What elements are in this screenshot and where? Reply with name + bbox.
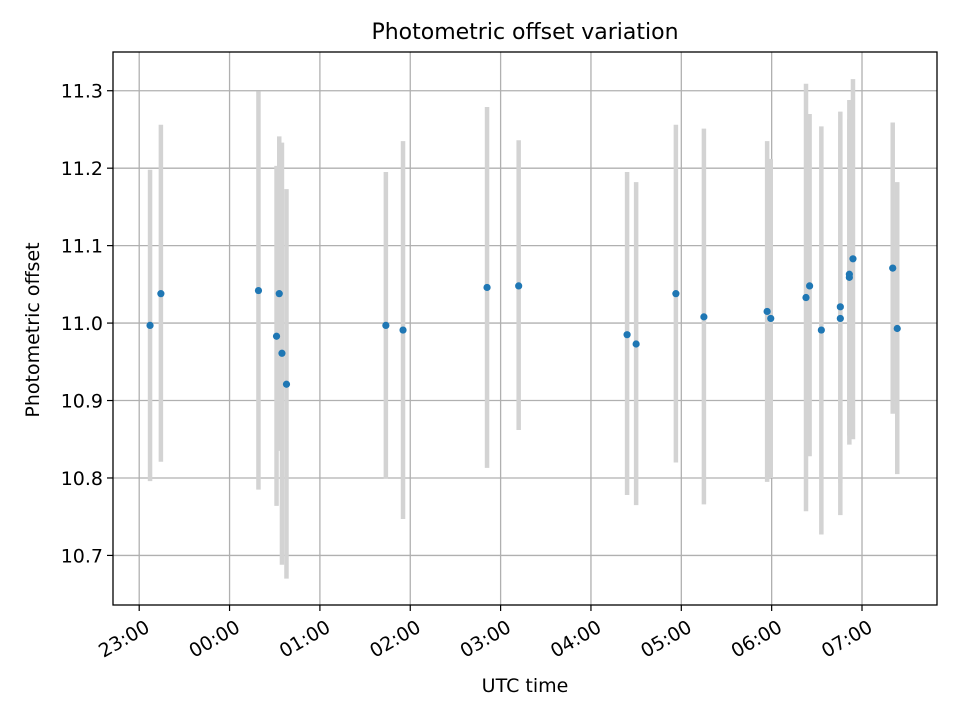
data-point (763, 307, 771, 316)
x-axis-label: UTC time (482, 675, 569, 697)
data-point (700, 313, 708, 321)
data-point (849, 255, 857, 263)
data-point (893, 324, 901, 333)
data-point (254, 286, 263, 295)
data-point (889, 264, 897, 272)
y-tick-label: 10.7 (61, 545, 103, 567)
data-point (623, 331, 631, 339)
data-point (282, 380, 291, 388)
data-point (632, 340, 640, 348)
data-point (275, 290, 283, 298)
data-point (806, 282, 814, 290)
data-point (836, 314, 844, 323)
data-point (802, 293, 810, 302)
data-point (382, 321, 390, 330)
grid (113, 52, 937, 605)
data-point (483, 283, 491, 292)
data-point (157, 290, 165, 298)
data-point (817, 326, 825, 334)
data-point (146, 321, 154, 330)
y-axis-label: Photometric offset (22, 242, 44, 417)
plot-frame (112, 51, 938, 606)
data-point (767, 314, 775, 323)
data-point (836, 303, 844, 311)
y-tick-label: 11.1 (61, 236, 103, 258)
data-point (845, 273, 853, 281)
data-points (146, 255, 901, 388)
y-tick-label: 10.8 (61, 468, 103, 490)
y-tick-label: 11.3 (61, 81, 103, 103)
data-point (515, 282, 523, 290)
y-tick-label: 11.0 (61, 313, 103, 335)
y-tick-label: 11.2 (61, 158, 103, 180)
data-point (672, 290, 680, 298)
chart-title: Photometric offset variation (371, 20, 678, 45)
data-point (272, 332, 281, 340)
data-point (278, 349, 286, 357)
y-tick-label: 10.9 (61, 391, 103, 413)
data-point (399, 326, 407, 334)
